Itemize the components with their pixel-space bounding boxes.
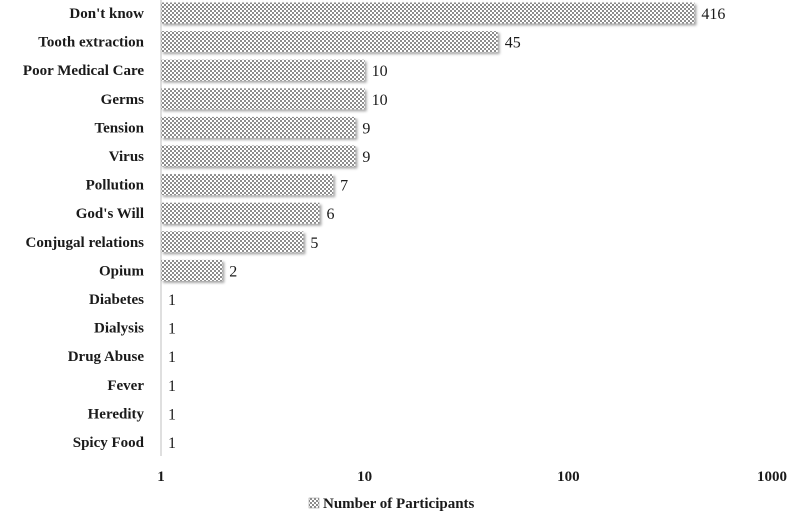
bar: [161, 174, 334, 196]
bar: [161, 231, 304, 253]
category-label: Germs: [101, 92, 144, 108]
data-label: 9: [362, 149, 370, 166]
category-label: Conjugal relations: [26, 235, 145, 251]
bar: [161, 116, 356, 138]
legend-label: Number of Participants: [323, 496, 475, 512]
data-label: 2: [229, 263, 237, 280]
data-label: 1: [168, 406, 176, 423]
bar: [161, 145, 356, 167]
category-label: Virus: [109, 149, 144, 165]
category-label: Poor Medical Care: [23, 63, 144, 79]
bar: [161, 2, 695, 24]
category-label: Heredity: [88, 406, 145, 422]
bar: [161, 31, 498, 53]
data-label: 45: [505, 35, 521, 52]
category-label: Opium: [99, 263, 145, 279]
x-tick-label: 1: [157, 469, 165, 485]
data-label: 1: [168, 321, 176, 338]
category-label: Tooth extraction: [38, 35, 144, 51]
x-tick-label: 1000: [757, 469, 787, 485]
category-label: Diabetes: [89, 292, 144, 308]
bars-layer: [161, 2, 695, 281]
category-label: Don't know: [69, 6, 144, 22]
data-label: 9: [362, 120, 370, 137]
category-label: God's Will: [76, 206, 144, 222]
data-label: 1: [168, 435, 176, 452]
legend: Number of Participants: [308, 496, 475, 512]
category-label: Dialysis: [94, 321, 144, 337]
data-label: 5: [310, 235, 318, 252]
category-labels: Don't know Tooth extraction Poor Medical C…: [23, 6, 145, 451]
x-axis-ticks: 1 10 100 1000: [157, 469, 787, 485]
data-label: 10: [372, 63, 388, 80]
bar: [161, 59, 365, 81]
category-label: Spicy Food: [73, 435, 145, 451]
x-tick-label: 100: [557, 469, 580, 485]
data-label: 1: [168, 292, 176, 309]
data-label: 6: [326, 206, 334, 223]
data-label: 7: [340, 178, 348, 195]
category-label: Tension: [95, 120, 145, 136]
data-label: 1: [168, 378, 176, 395]
data-label: 1: [168, 349, 176, 366]
data-label: 10: [372, 92, 388, 109]
data-label: 416: [701, 6, 725, 23]
legend-swatch: [308, 497, 320, 509]
category-label: Pollution: [86, 178, 145, 194]
bar: [161, 88, 365, 110]
category-label: Drug Abuse: [68, 349, 145, 365]
bar: [161, 259, 223, 281]
bar: [161, 202, 320, 224]
x-tick-label: 10: [357, 469, 372, 485]
category-label: Fever: [107, 378, 144, 394]
